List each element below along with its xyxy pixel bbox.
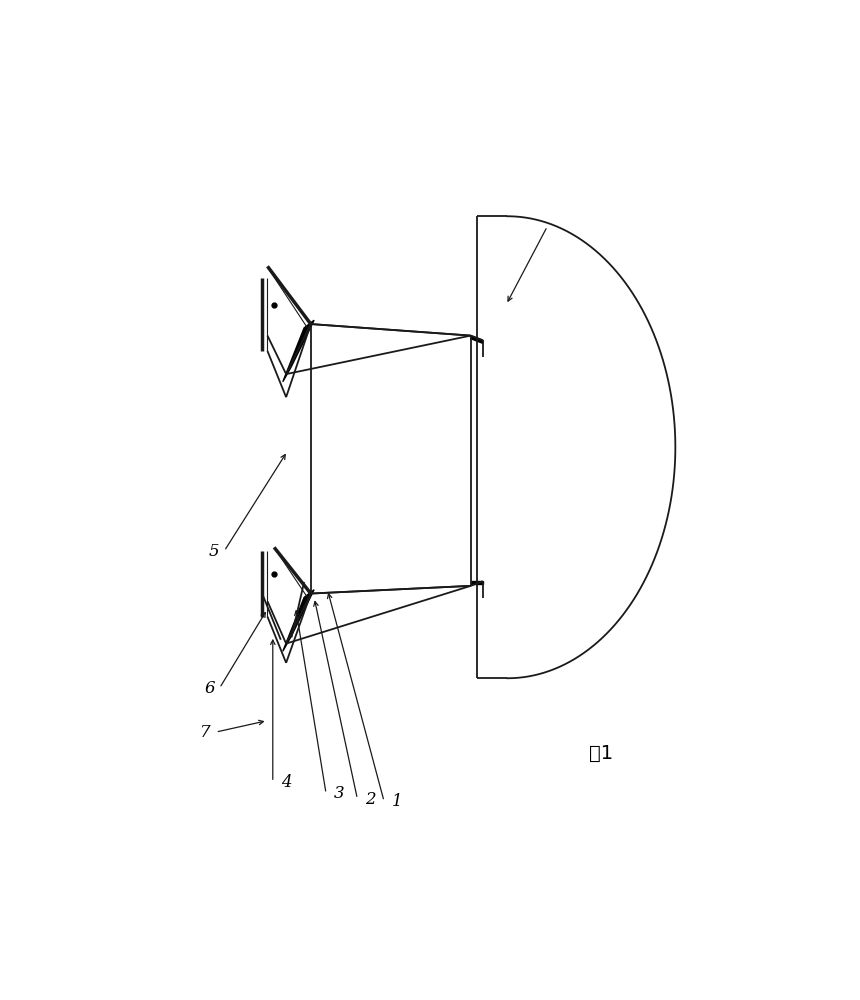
Polygon shape (470, 336, 482, 343)
Text: 6: 6 (204, 680, 215, 697)
Text: 1: 1 (392, 793, 402, 810)
Text: 3: 3 (334, 785, 345, 802)
Text: 4: 4 (280, 774, 292, 791)
Polygon shape (470, 581, 482, 584)
Polygon shape (283, 320, 314, 382)
Text: 7: 7 (200, 724, 211, 741)
Polygon shape (283, 590, 314, 651)
Text: 2: 2 (366, 791, 376, 808)
Text: 5: 5 (209, 543, 219, 560)
Text: 图1: 图1 (588, 743, 613, 762)
